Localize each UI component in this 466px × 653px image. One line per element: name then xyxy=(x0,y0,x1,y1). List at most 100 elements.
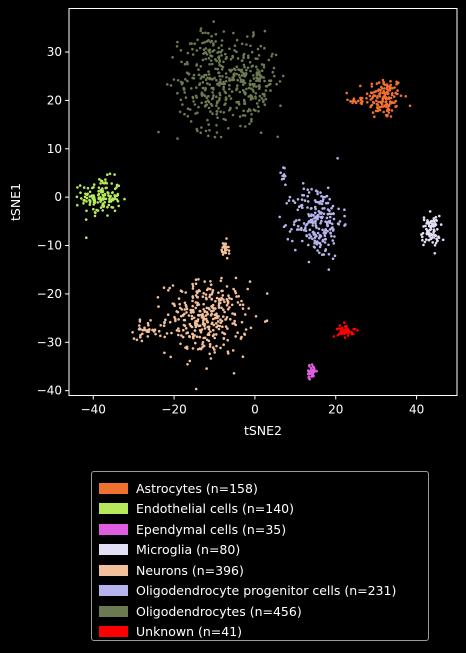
data-point xyxy=(375,99,378,102)
data-point xyxy=(294,248,297,252)
data-point xyxy=(323,234,327,238)
data-point xyxy=(306,206,309,209)
data-point xyxy=(196,319,199,323)
data-point xyxy=(326,229,329,233)
data-point xyxy=(252,31,255,34)
data-point xyxy=(296,228,299,231)
data-point xyxy=(308,233,311,236)
data-point xyxy=(216,101,219,104)
data-point xyxy=(238,76,242,79)
data-point xyxy=(209,59,213,62)
data-point xyxy=(192,311,195,314)
legend-label: Astrocytes (n=158) xyxy=(136,480,258,496)
data-point xyxy=(140,339,144,343)
data-point xyxy=(203,94,207,98)
data-point xyxy=(208,352,211,356)
data-point xyxy=(229,70,232,73)
data-point xyxy=(257,105,260,108)
data-point xyxy=(195,86,198,89)
data-point xyxy=(272,66,276,70)
data-point xyxy=(295,219,298,222)
data-point xyxy=(185,305,188,309)
data-point xyxy=(310,369,313,372)
data-point xyxy=(219,82,222,85)
data-point xyxy=(222,80,225,84)
data-point xyxy=(396,89,399,92)
data-point xyxy=(346,328,350,331)
data-point xyxy=(215,104,218,107)
data-point xyxy=(313,199,317,202)
data-point xyxy=(110,205,113,209)
data-point xyxy=(220,276,223,280)
data-point xyxy=(383,87,386,90)
data-point xyxy=(229,317,232,321)
data-point xyxy=(225,75,228,79)
data-point xyxy=(240,42,244,46)
data-point xyxy=(123,197,126,201)
data-point xyxy=(214,67,217,71)
data-point xyxy=(278,80,282,83)
data-point xyxy=(221,325,224,329)
data-point xyxy=(149,319,152,322)
data-point xyxy=(213,313,217,317)
data-point xyxy=(107,203,111,207)
data-point xyxy=(194,278,198,282)
data-point xyxy=(327,268,331,271)
data-point xyxy=(382,80,385,84)
y-tick-label: −10 xyxy=(37,239,62,253)
data-point xyxy=(212,86,215,90)
data-point xyxy=(221,289,224,293)
data-point xyxy=(206,287,210,290)
data-point xyxy=(365,92,369,95)
data-point xyxy=(198,335,202,339)
data-point xyxy=(92,183,96,186)
data-point xyxy=(333,254,337,258)
data-point xyxy=(303,199,307,202)
data-point xyxy=(252,77,256,80)
data-point xyxy=(327,252,331,256)
data-point xyxy=(233,44,237,47)
data-point xyxy=(235,87,238,90)
data-point xyxy=(221,246,224,249)
data-point xyxy=(324,249,327,252)
data-point xyxy=(117,184,121,188)
data-point xyxy=(215,112,218,116)
data-point xyxy=(327,243,330,247)
data-point xyxy=(185,307,189,311)
data-point xyxy=(132,337,136,340)
data-point xyxy=(216,116,219,119)
data-point xyxy=(267,58,271,62)
data-point xyxy=(316,213,320,217)
data-point xyxy=(322,212,326,216)
data-point xyxy=(236,84,239,87)
data-point xyxy=(180,60,183,64)
data-point xyxy=(375,82,379,85)
data-point xyxy=(166,313,170,317)
data-point xyxy=(88,203,92,206)
data-point xyxy=(247,56,250,59)
data-point xyxy=(373,115,376,118)
data-point xyxy=(383,83,387,87)
data-point xyxy=(91,186,94,190)
data-point xyxy=(255,102,259,105)
data-point xyxy=(194,325,198,329)
legend-swatch xyxy=(99,564,128,576)
data-point xyxy=(343,208,346,211)
data-point xyxy=(330,234,333,238)
data-point xyxy=(321,239,325,243)
data-point xyxy=(181,103,184,106)
data-point xyxy=(183,91,186,94)
legend-item: Oligodendrocytes (n=456) xyxy=(99,601,428,622)
data-point xyxy=(201,41,204,45)
data-point xyxy=(104,197,108,201)
data-point xyxy=(305,234,308,237)
data-point xyxy=(311,365,315,368)
data-point xyxy=(164,318,167,322)
data-point xyxy=(216,320,220,323)
data-point xyxy=(234,276,238,280)
data-point xyxy=(240,59,244,62)
legend-label: Microglia (n=80) xyxy=(136,542,241,558)
data-point xyxy=(224,251,228,255)
data-point xyxy=(429,232,433,236)
data-point xyxy=(239,124,242,128)
